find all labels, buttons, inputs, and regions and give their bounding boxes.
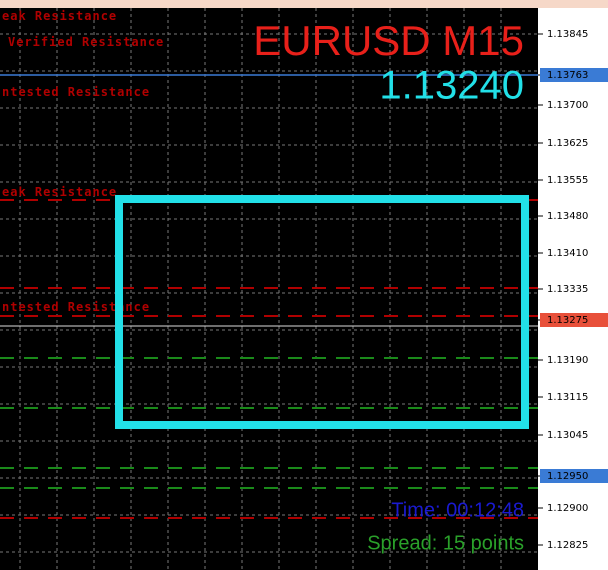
zone-label: ntested Resistance — [2, 300, 150, 314]
zone-label: ntested Resistance — [2, 85, 150, 99]
selection-box — [115, 195, 529, 429]
axis-label: 1.13190 — [547, 355, 588, 366]
axis-label: 1.13763 — [547, 70, 588, 81]
symbol-title: EURUSD M15 — [253, 17, 524, 64]
price-marker — [540, 469, 608, 483]
price-marker — [540, 313, 608, 327]
spread-label: Spread: 15 points — [367, 532, 524, 554]
axis-label: 1.13275 — [547, 315, 588, 326]
axis-label: 1.12950 — [547, 471, 588, 482]
axis-label: 1.13845 — [547, 29, 588, 40]
axis-label: 1.13480 — [547, 211, 588, 222]
axis-label: 1.13115 — [547, 392, 588, 403]
price-marker — [540, 68, 608, 82]
axis-label: 1.13625 — [547, 138, 588, 149]
zone-label: eak Resistance — [2, 185, 117, 199]
axis-label: 1.13410 — [547, 248, 588, 259]
axis-label: 1.13335 — [547, 284, 588, 295]
axis-label: 1.13700 — [547, 100, 588, 111]
grid — [0, 8, 538, 570]
zone-label: eak Resistance — [2, 9, 117, 23]
axis-label: 1.12825 — [547, 540, 588, 551]
axis-label: 1.13555 — [547, 175, 588, 186]
axis-label: 1.13045 — [547, 430, 588, 441]
time-label: Time: 00:12:48 — [391, 499, 524, 521]
zone-label: Verified Resistance — [8, 35, 164, 49]
axis-labels: 1.13845 1.13763 1.13700 1.13625 1.13555 1.134… — [538, 29, 608, 551]
axis-label: 1.12900 — [547, 503, 588, 514]
current-price: 1.13240 — [379, 64, 524, 108]
